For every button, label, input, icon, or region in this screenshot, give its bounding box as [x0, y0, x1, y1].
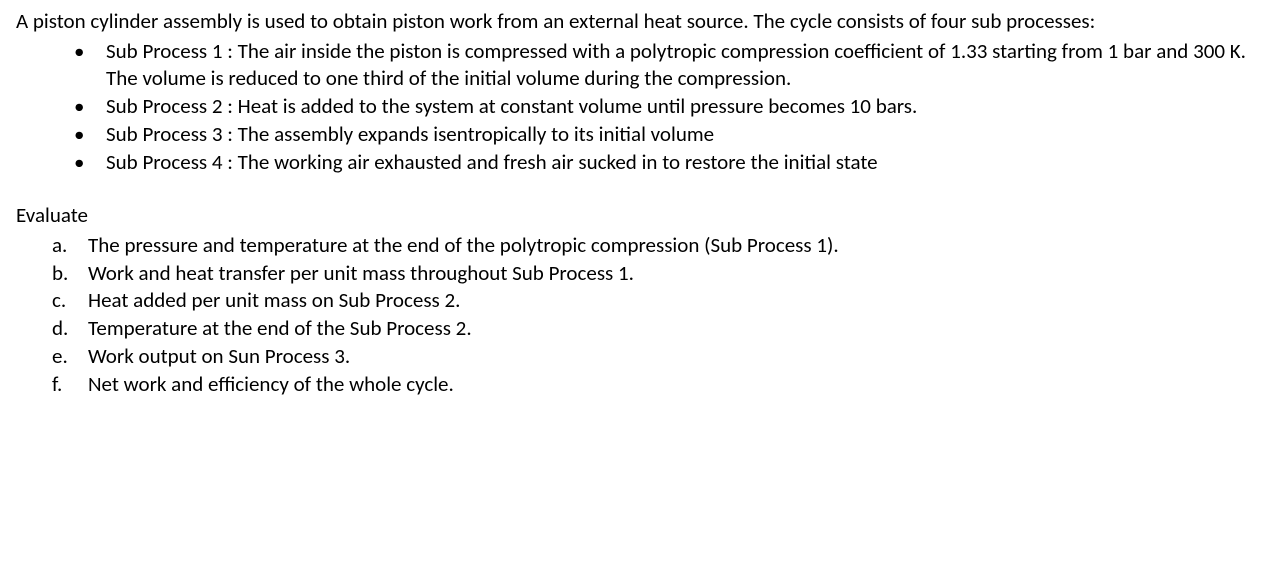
list-item-text: Work and heat transfer per unit mass thr… — [88, 260, 634, 286]
list-marker: d. — [52, 315, 80, 343]
evaluate-section: Evaluate a. The pressure and temperature… — [16, 202, 1261, 398]
list-marker: e. — [52, 343, 80, 371]
intro-paragraph: A piston cylinder assembly is used to ob… — [16, 8, 1261, 36]
evaluate-heading: Evaluate — [16, 202, 1261, 230]
list-marker: a. — [52, 232, 80, 260]
list-item: Sub Process 2 : Heat is added to the sys… — [74, 93, 1261, 121]
list-item-text: Heat added per unit mass on Sub Process … — [88, 287, 460, 313]
list-item-text: Sub Process 1 : The air inside the pisto… — [106, 38, 1246, 92]
list-marker: c. — [52, 287, 80, 315]
list-item-text: The pressure and temperature at the end … — [88, 232, 839, 258]
subprocess-list: Sub Process 1 : The air inside the pisto… — [16, 38, 1261, 177]
list-item: b. Work and heat transfer per unit mass … — [52, 260, 1261, 288]
list-item: d. Temperature at the end of the Sub Pro… — [52, 315, 1261, 343]
list-item: Sub Process 4 : The working air exhauste… — [74, 149, 1261, 177]
list-item-text: Sub Process 4 : The working air exhauste… — [106, 149, 878, 175]
list-item-text: Sub Process 2 : Heat is added to the sys… — [106, 93, 917, 119]
list-item-text: Sub Process 3 : The assembly expands ise… — [106, 121, 714, 147]
list-item: f. Net work and efficiency of the whole … — [52, 371, 1261, 399]
list-item-text: Work output on Sun Process 3. — [88, 343, 350, 369]
list-item: c. Heat added per unit mass on Sub Proce… — [52, 287, 1261, 315]
list-item: e. Work output on Sun Process 3. — [52, 343, 1261, 371]
list-marker: b. — [52, 260, 80, 288]
list-marker: f. — [52, 371, 80, 399]
list-item-text: Net work and efficiency of the whole cyc… — [88, 371, 454, 397]
list-item: Sub Process 3 : The assembly expands ise… — [74, 121, 1261, 149]
evaluate-list: a. The pressure and temperature at the e… — [16, 232, 1261, 398]
list-item: Sub Process 1 : The air inside the pisto… — [74, 38, 1261, 93]
list-item-text: Temperature at the end of the Sub Proces… — [88, 315, 472, 341]
list-item: a. The pressure and temperature at the e… — [52, 232, 1261, 260]
